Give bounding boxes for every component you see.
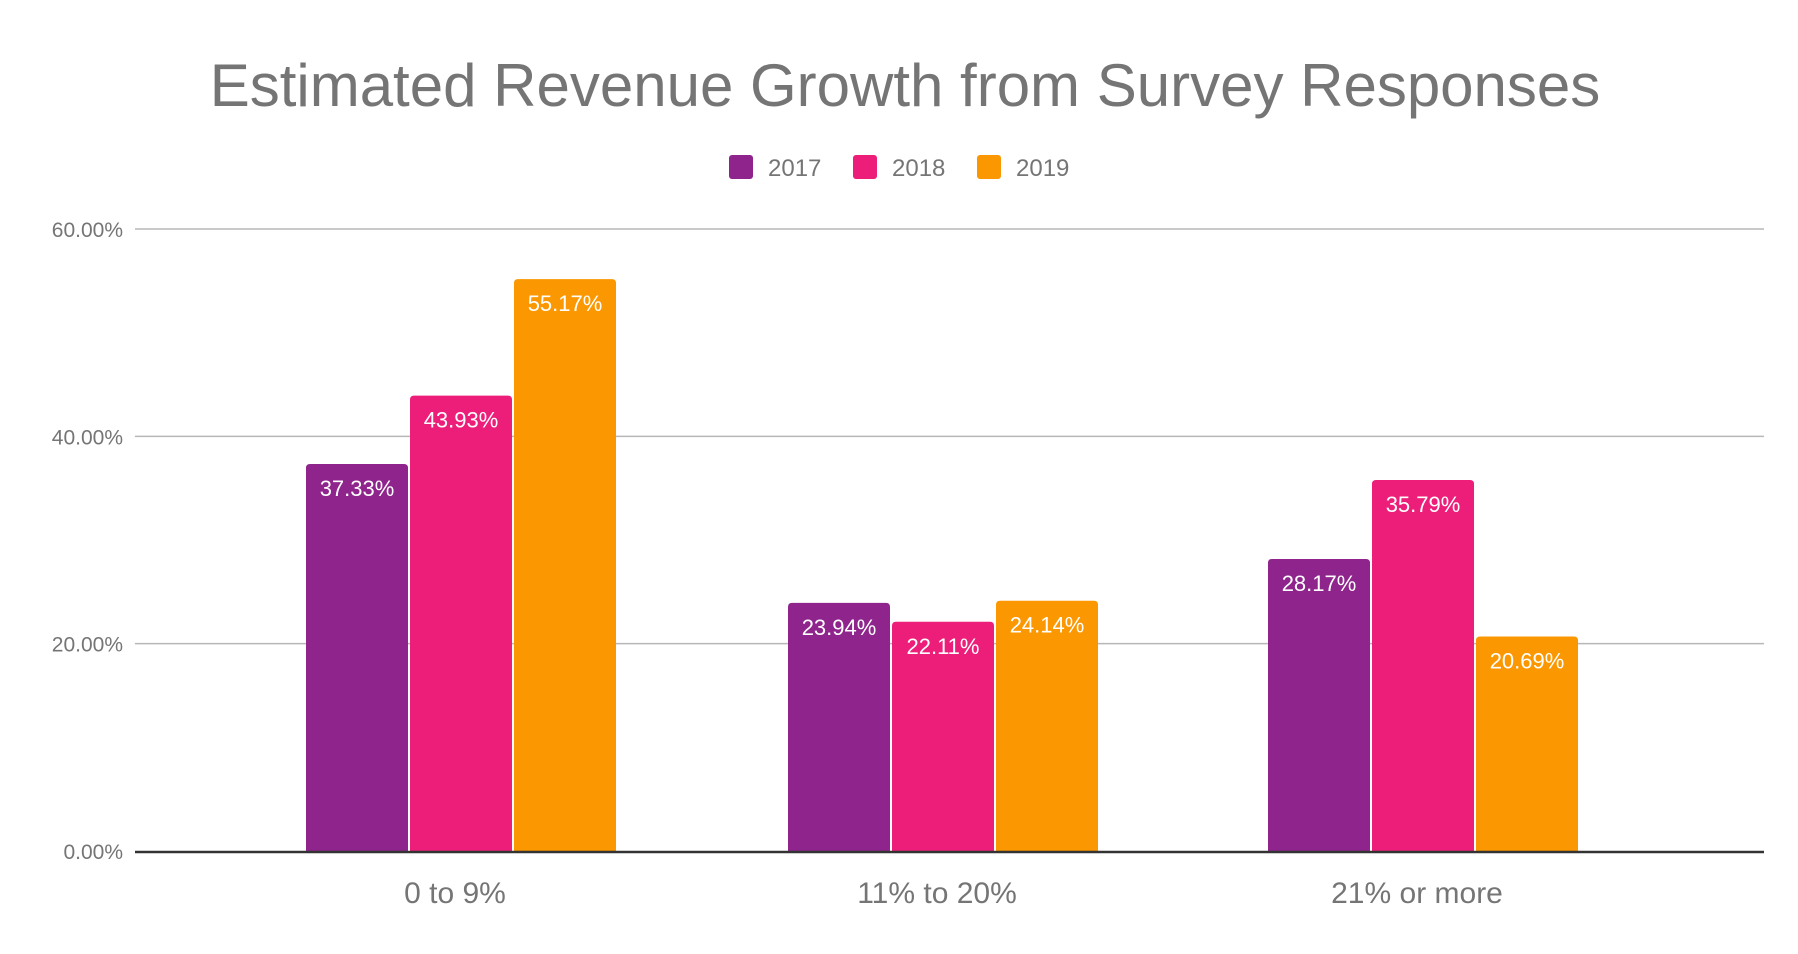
legend-label: 2019 bbox=[1016, 155, 1069, 182]
x-category-label: 11% to 20% bbox=[857, 877, 1017, 910]
bar-2018-2[interactable] bbox=[1372, 479, 1474, 851]
x-category-label: 0 to 9% bbox=[404, 877, 506, 910]
legend-label: 2017 bbox=[768, 155, 821, 182]
bar-2017-0[interactable] bbox=[306, 464, 408, 851]
y-tick-label: 40.00% bbox=[52, 426, 123, 449]
legend-item-2017[interactable]: 2017 bbox=[729, 155, 821, 182]
data-label: 55.17% bbox=[528, 291, 603, 316]
y-axis-ticks: 0.00% 20.00% 40.00% 60.00% bbox=[52, 219, 123, 864]
chart-title: Estimated Revenue Growth from Survey Res… bbox=[210, 52, 1601, 119]
y-tick-label: 20.00% bbox=[52, 634, 123, 657]
x-axis-labels: 0 to 9% 11% to 20% 21% or more bbox=[404, 877, 1503, 910]
data-label: 37.33% bbox=[320, 476, 395, 501]
bar-2017-1[interactable] bbox=[788, 602, 890, 851]
y-tick-label: 0.00% bbox=[63, 841, 123, 864]
bars bbox=[306, 279, 1578, 851]
x-category-label: 21% or more bbox=[1331, 877, 1503, 910]
data-label: 23.94% bbox=[802, 615, 877, 640]
legend-swatch bbox=[977, 155, 1001, 179]
data-label: 20.69% bbox=[1490, 649, 1565, 674]
data-label: 28.17% bbox=[1282, 571, 1357, 596]
bar-2018-1[interactable] bbox=[892, 621, 994, 851]
bar-2019-0[interactable] bbox=[514, 279, 616, 851]
bar-2019-2[interactable] bbox=[1476, 636, 1578, 851]
legend-swatch bbox=[853, 155, 877, 179]
legend-label: 2018 bbox=[892, 155, 945, 182]
legend-item-2018[interactable]: 2018 bbox=[853, 155, 945, 182]
data-label: 43.93% bbox=[424, 408, 499, 433]
data-label: 24.14% bbox=[1010, 613, 1085, 638]
legend: 2017 2018 2019 bbox=[729, 155, 1069, 182]
legend-swatch bbox=[729, 155, 753, 179]
legend-item-2019[interactable]: 2019 bbox=[977, 155, 1069, 182]
y-tick-label: 60.00% bbox=[52, 219, 123, 242]
data-labels: 37.33% 43.93% 55.17% 23.94% 22.11% 24.14% 28.1… bbox=[320, 291, 1565, 673]
bar-2017-2[interactable] bbox=[1268, 558, 1370, 851]
data-label: 22.11% bbox=[907, 634, 980, 659]
data-label: 35.79% bbox=[1386, 492, 1461, 517]
bar-2018-0[interactable] bbox=[410, 395, 512, 851]
bar-2019-1[interactable] bbox=[996, 600, 1098, 851]
